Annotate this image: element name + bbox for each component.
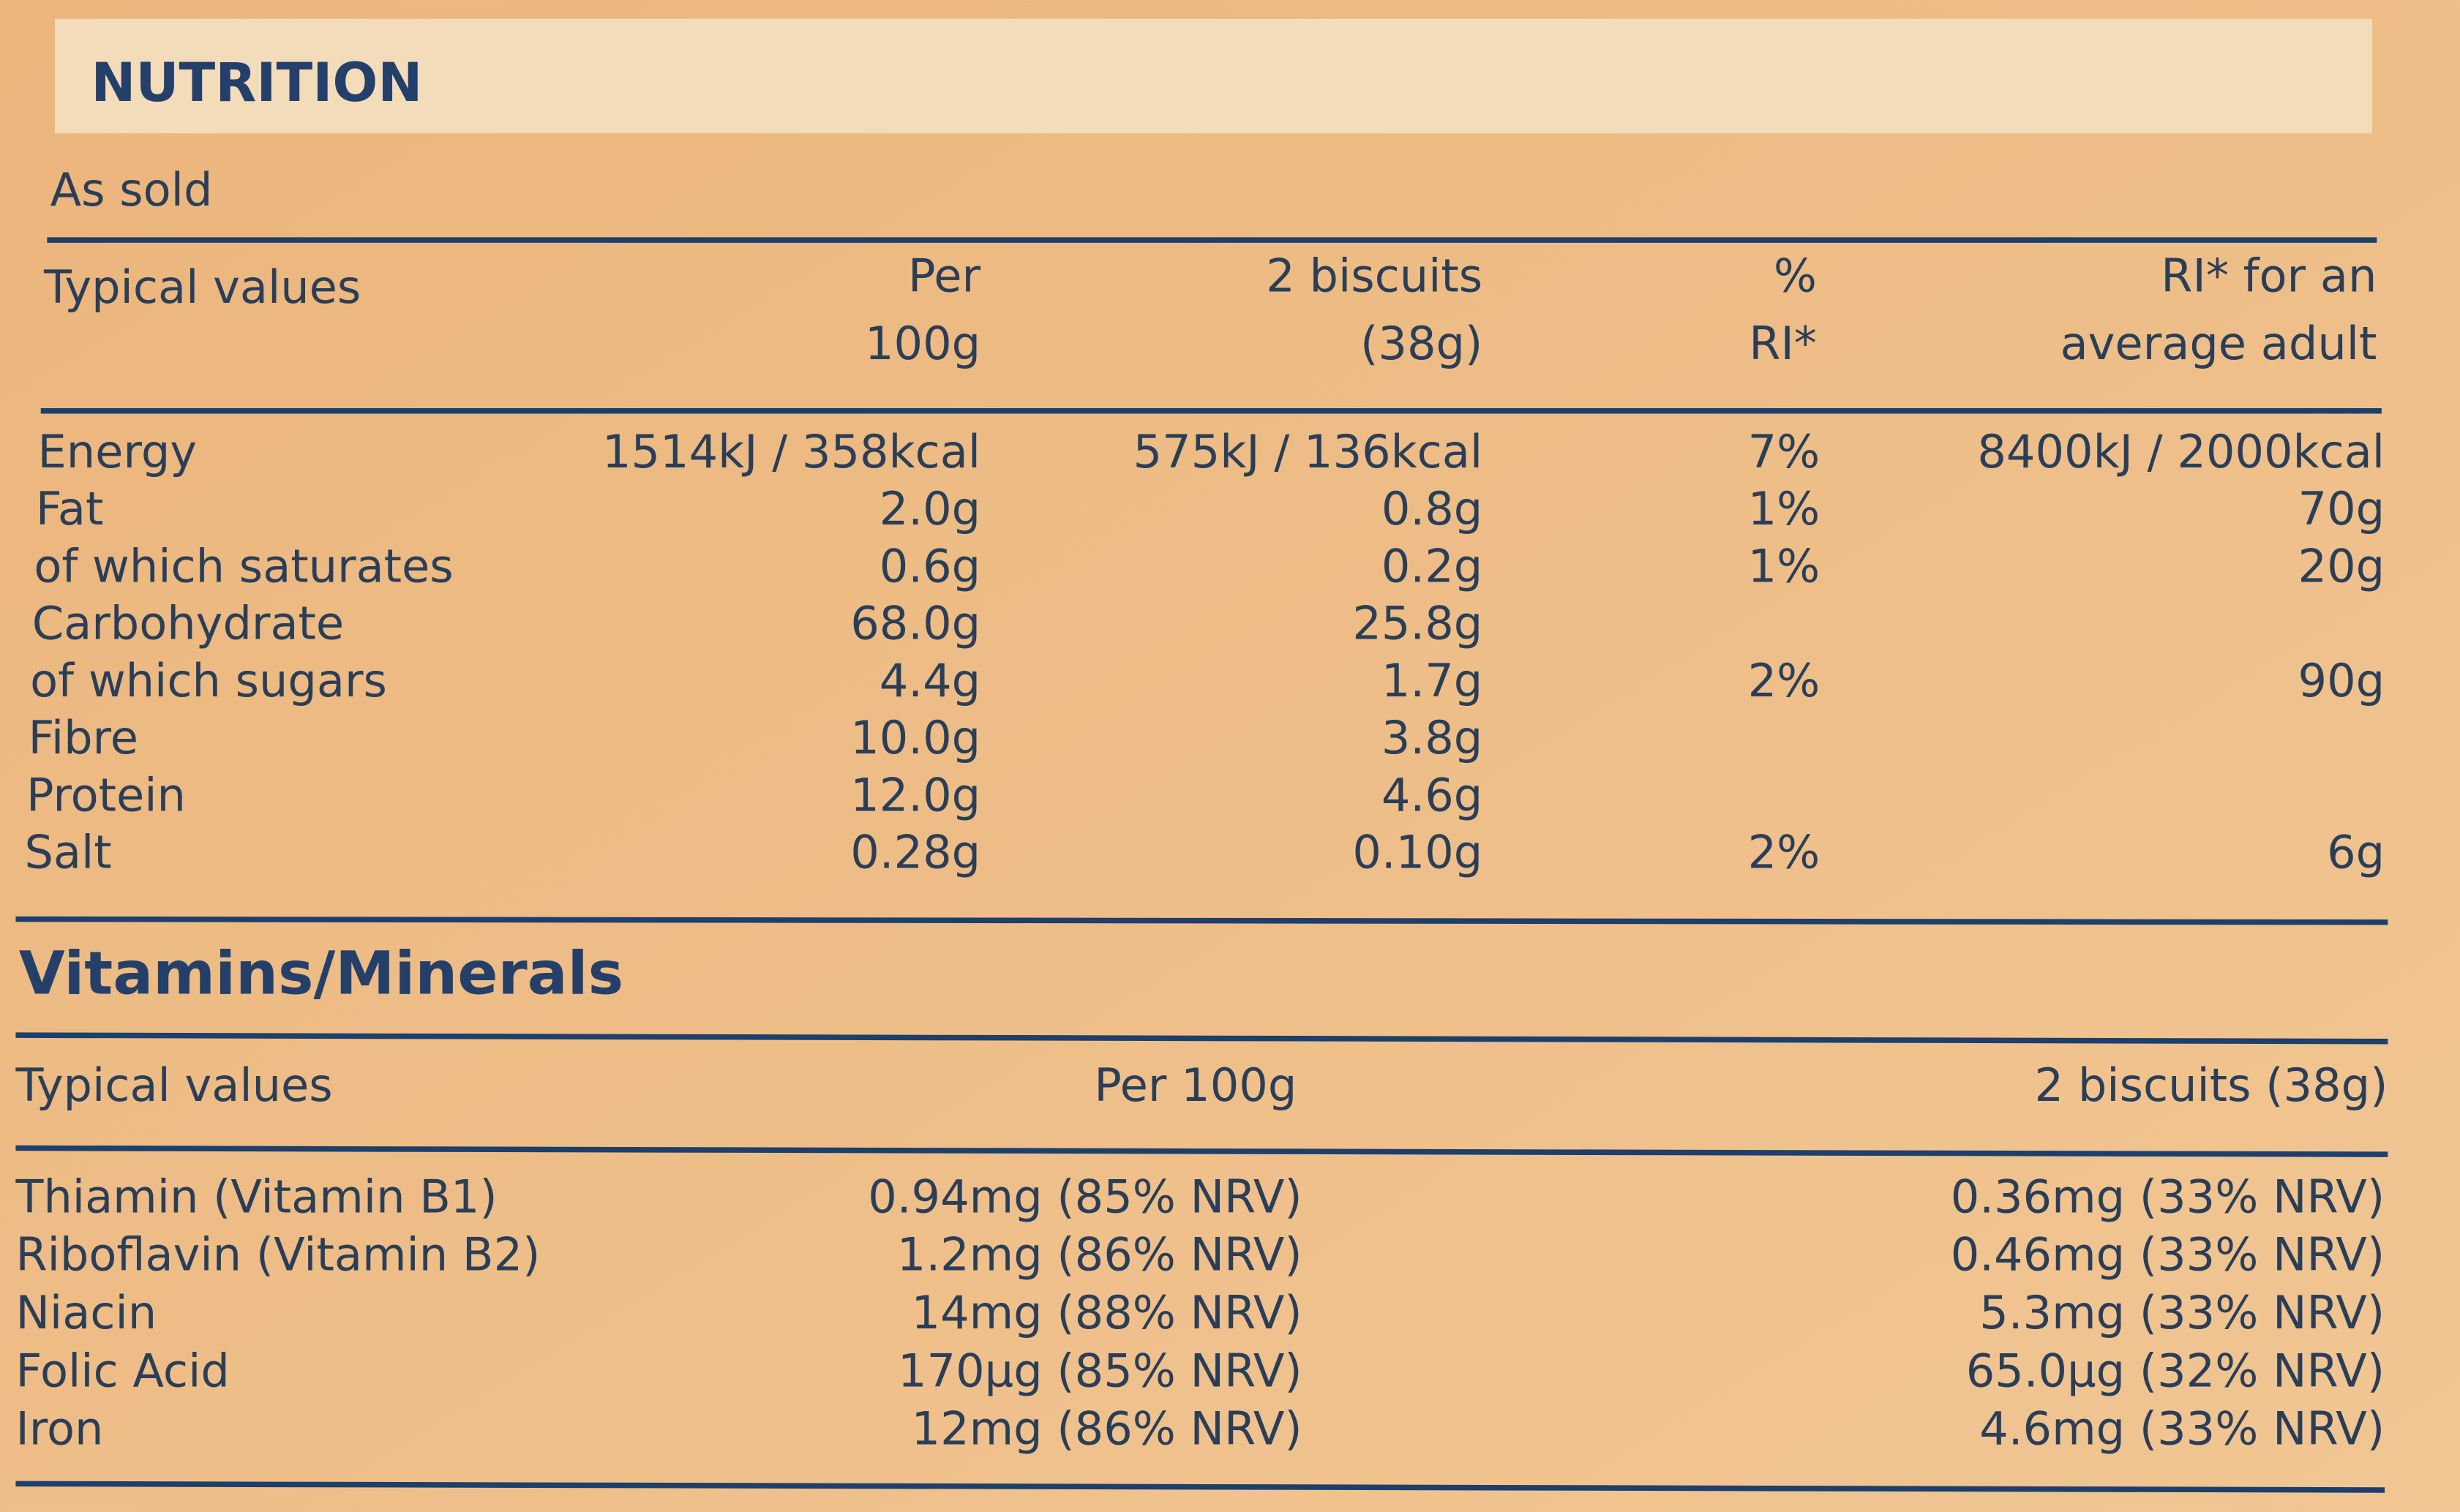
cell: 3.8g bbox=[1381, 711, 1482, 764]
column-header: Typical values bbox=[43, 260, 361, 314]
column-header: 2 biscuits bbox=[1266, 249, 1482, 303]
rule bbox=[15, 916, 2388, 925]
cell: 170µg (85% NRV) bbox=[898, 1344, 1302, 1397]
title-band bbox=[55, 18, 2372, 134]
column-header: RI* bbox=[1749, 317, 1817, 370]
cell: 25.8g bbox=[1352, 597, 1482, 650]
row-label: Salt bbox=[24, 826, 111, 879]
column-header: 100g bbox=[865, 317, 980, 370]
rule bbox=[15, 1481, 2385, 1493]
cell: 0.2g bbox=[1381, 539, 1482, 593]
title: NUTRITION bbox=[91, 52, 422, 114]
cell: 0.28g bbox=[850, 826, 980, 879]
section-title: Vitamins/Minerals bbox=[19, 939, 623, 1008]
row-label: of which saturates bbox=[34, 539, 453, 593]
row-label: Energy bbox=[37, 425, 197, 478]
column-header: 2 biscuits (38g) bbox=[2035, 1058, 2388, 1112]
cell: 2.0g bbox=[880, 482, 980, 535]
cell: 2% bbox=[1748, 654, 1820, 707]
cell: 5.3mg (33% NRV) bbox=[1979, 1286, 2385, 1339]
cell: 0.94mg (85% NRV) bbox=[868, 1170, 1302, 1223]
cell: 65.0µg (32% NRV) bbox=[1966, 1344, 2385, 1397]
cell: 90g bbox=[2298, 654, 2385, 707]
row-label: Fibre bbox=[29, 711, 138, 764]
cell: 0.46mg (33% NRV) bbox=[1951, 1228, 2385, 1282]
column-header: (38g) bbox=[1360, 317, 1482, 370]
cell: 1.2mg (86% NRV) bbox=[897, 1228, 1302, 1282]
row-label: Carbohydrate bbox=[32, 597, 344, 650]
cell: 4.6mg (33% NRV) bbox=[1979, 1402, 2385, 1456]
row-label: of which sugars bbox=[30, 654, 387, 707]
row-label: Iron bbox=[15, 1402, 103, 1456]
cell: 4.4g bbox=[880, 654, 980, 707]
rule bbox=[15, 1145, 2388, 1157]
cell: 8400kJ / 2000kcal bbox=[1977, 425, 2385, 478]
cell: 0.10g bbox=[1352, 826, 1482, 879]
cell: 2% bbox=[1748, 826, 1820, 879]
column-header: RI* for an bbox=[2161, 249, 2377, 303]
row-label: Thiamin (Vitamin B1) bbox=[15, 1170, 497, 1223]
cell: 68.0g bbox=[850, 597, 980, 650]
cell: 7% bbox=[1748, 425, 1820, 478]
cell: 10.0g bbox=[850, 711, 980, 764]
cell: 12.0g bbox=[850, 768, 980, 821]
column-header: Per 100g bbox=[1094, 1058, 1297, 1112]
column-header: Per bbox=[908, 249, 981, 303]
row-label: Niacin bbox=[15, 1286, 157, 1339]
cell: 4.6g bbox=[1381, 768, 1482, 821]
rule bbox=[15, 1032, 2388, 1045]
column-header: Typical values bbox=[15, 1058, 332, 1112]
cell: 20g bbox=[2298, 539, 2385, 593]
column-header: % bbox=[1774, 249, 1817, 303]
cell: 0.6g bbox=[880, 539, 980, 593]
cell: 1% bbox=[1748, 539, 1820, 593]
cell: 575kJ / 136kcal bbox=[1133, 425, 1483, 478]
row-label: Fat bbox=[36, 482, 104, 535]
cell: 6g bbox=[2327, 826, 2385, 879]
subtitle: As sold bbox=[50, 163, 213, 217]
cell: 70g bbox=[2298, 482, 2385, 535]
cell: 1.7g bbox=[1381, 654, 1482, 707]
cell: 1514kJ / 358kcal bbox=[602, 425, 980, 478]
cell: 14mg (88% NRV) bbox=[912, 1286, 1302, 1339]
column-header: average adult bbox=[2060, 317, 2377, 370]
row-label: Riboflavin (Vitamin B2) bbox=[15, 1228, 540, 1282]
cell: 0.8g bbox=[1381, 482, 1482, 535]
row-label: Protein bbox=[26, 768, 186, 821]
cell: 1% bbox=[1748, 482, 1820, 535]
row-label: Folic Acid bbox=[15, 1344, 229, 1397]
cell: 0.36mg (33% NRV) bbox=[1951, 1170, 2385, 1223]
cell: 12mg (86% NRV) bbox=[912, 1402, 1302, 1456]
